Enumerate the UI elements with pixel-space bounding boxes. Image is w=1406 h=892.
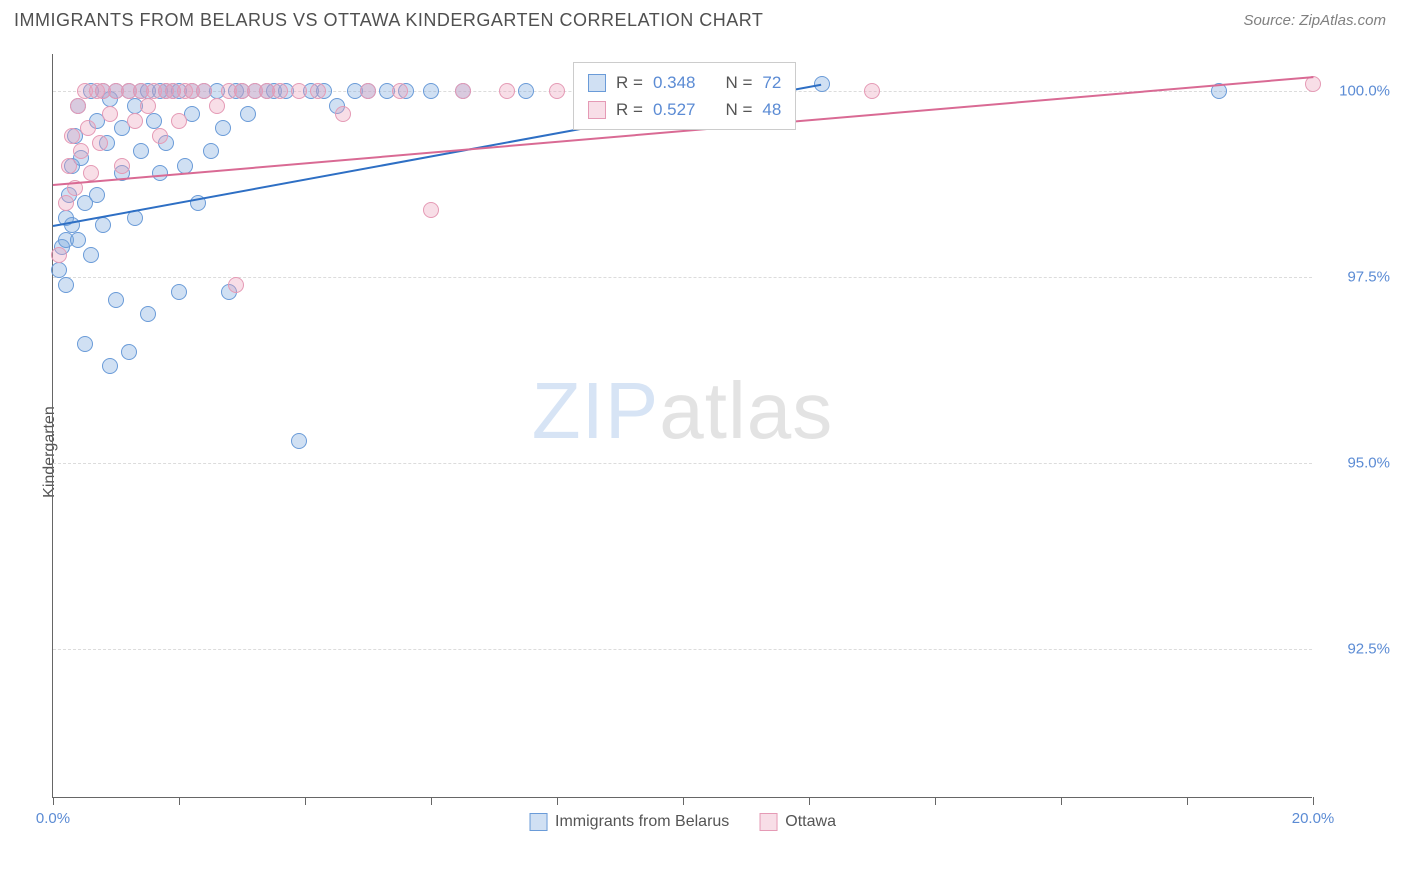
scatter-point	[89, 187, 105, 203]
x-tick	[1187, 797, 1188, 805]
x-tick	[557, 797, 558, 805]
series-legend-label: Immigrants from Belarus	[555, 813, 729, 831]
legend-n-label: N =	[725, 96, 752, 123]
legend-r-value: 0.348	[653, 69, 696, 96]
scatter-point	[58, 277, 74, 293]
x-tick-label: 0.0%	[36, 810, 70, 827]
legend-swatch	[759, 813, 777, 831]
correlation-legend: R = 0.348 N = 72 R = 0.527 N = 48	[573, 62, 796, 130]
legend-swatch	[588, 101, 606, 119]
scatter-point	[215, 120, 231, 136]
scatter-point	[423, 202, 439, 218]
scatter-point	[51, 247, 67, 263]
scatter-point	[499, 83, 515, 99]
legend-n-value: 48	[762, 96, 781, 123]
x-tick	[53, 797, 54, 805]
scatter-point	[70, 98, 86, 114]
x-tick	[809, 797, 810, 805]
scatter-point	[102, 106, 118, 122]
scatter-point	[310, 83, 326, 99]
watermark-thin: atlas	[659, 366, 833, 455]
x-tick	[935, 797, 936, 805]
scatter-point	[58, 195, 74, 211]
legend-r-label: R =	[616, 69, 643, 96]
scatter-point	[291, 433, 307, 449]
series-legend-item: Ottawa	[759, 813, 836, 831]
x-tick	[179, 797, 180, 805]
series-legend-item: Immigrants from Belarus	[529, 813, 729, 831]
scatter-point	[140, 306, 156, 322]
scatter-point	[92, 135, 108, 151]
chart-header: IMMIGRANTS FROM BELARUS VS OTTAWA KINDER…	[0, 0, 1406, 37]
y-tick-label: 100.0%	[1339, 83, 1390, 100]
scatter-point	[171, 113, 187, 129]
scatter-point	[83, 247, 99, 263]
scatter-point	[549, 83, 565, 99]
series-legend: Immigrants from Belarus Ottawa	[529, 813, 836, 831]
x-tick	[1313, 797, 1314, 805]
scatter-point	[102, 358, 118, 374]
scatter-point	[127, 113, 143, 129]
scatter-point	[228, 277, 244, 293]
scatter-point	[360, 83, 376, 99]
gridline-h	[53, 463, 1312, 464]
x-tick	[1061, 797, 1062, 805]
scatter-point	[209, 98, 225, 114]
scatter-point	[291, 83, 307, 99]
scatter-point	[70, 232, 86, 248]
legend-n-label: N =	[725, 69, 752, 96]
plot-area: ZIPatlas 92.5%95.0%97.5%100.0%0.0%20.0%R…	[52, 54, 1312, 798]
scatter-point	[392, 83, 408, 99]
scatter-point	[133, 143, 149, 159]
legend-row: R = 0.527 N = 48	[588, 96, 781, 123]
scatter-point	[864, 83, 880, 99]
chart-title: IMMIGRANTS FROM BELARUS VS OTTAWA KINDER…	[14, 10, 763, 31]
scatter-point	[518, 83, 534, 99]
legend-r-value: 0.527	[653, 96, 696, 123]
scatter-point	[152, 165, 168, 181]
scatter-point	[61, 158, 77, 174]
watermark: ZIPatlas	[532, 365, 833, 457]
scatter-point	[140, 98, 156, 114]
scatter-point	[64, 128, 80, 144]
x-tick	[305, 797, 306, 805]
x-tick	[683, 797, 684, 805]
y-tick-label: 97.5%	[1347, 269, 1390, 286]
legend-swatch	[588, 74, 606, 92]
scatter-point	[114, 158, 130, 174]
gridline-h	[53, 649, 1312, 650]
scatter-point	[77, 336, 93, 352]
scatter-point	[335, 106, 351, 122]
legend-row: R = 0.348 N = 72	[588, 69, 781, 96]
chart-source: Source: ZipAtlas.com	[1243, 12, 1386, 29]
series-legend-label: Ottawa	[785, 813, 836, 831]
scatter-point	[108, 292, 124, 308]
scatter-point	[423, 83, 439, 99]
scatter-point	[73, 143, 89, 159]
y-tick-label: 92.5%	[1347, 641, 1390, 658]
x-tick	[431, 797, 432, 805]
legend-swatch	[529, 813, 547, 831]
watermark-bold: ZIP	[532, 366, 659, 455]
scatter-point	[455, 83, 471, 99]
scatter-point	[240, 106, 256, 122]
scatter-point	[80, 120, 96, 136]
scatter-point	[152, 128, 168, 144]
scatter-point	[83, 165, 99, 181]
y-tick-label: 95.0%	[1347, 455, 1390, 472]
scatter-point	[146, 113, 162, 129]
gridline-h	[53, 277, 1312, 278]
legend-n-value: 72	[762, 69, 781, 96]
x-tick-label: 20.0%	[1292, 810, 1335, 827]
plot-wrap: Kindergarten ZIPatlas 92.5%95.0%97.5%100…	[14, 44, 1392, 860]
scatter-point	[272, 83, 288, 99]
scatter-point	[51, 262, 67, 278]
scatter-point	[196, 83, 212, 99]
scatter-point	[95, 217, 111, 233]
scatter-point	[121, 344, 137, 360]
scatter-point	[203, 143, 219, 159]
legend-r-label: R =	[616, 96, 643, 123]
scatter-point	[171, 284, 187, 300]
